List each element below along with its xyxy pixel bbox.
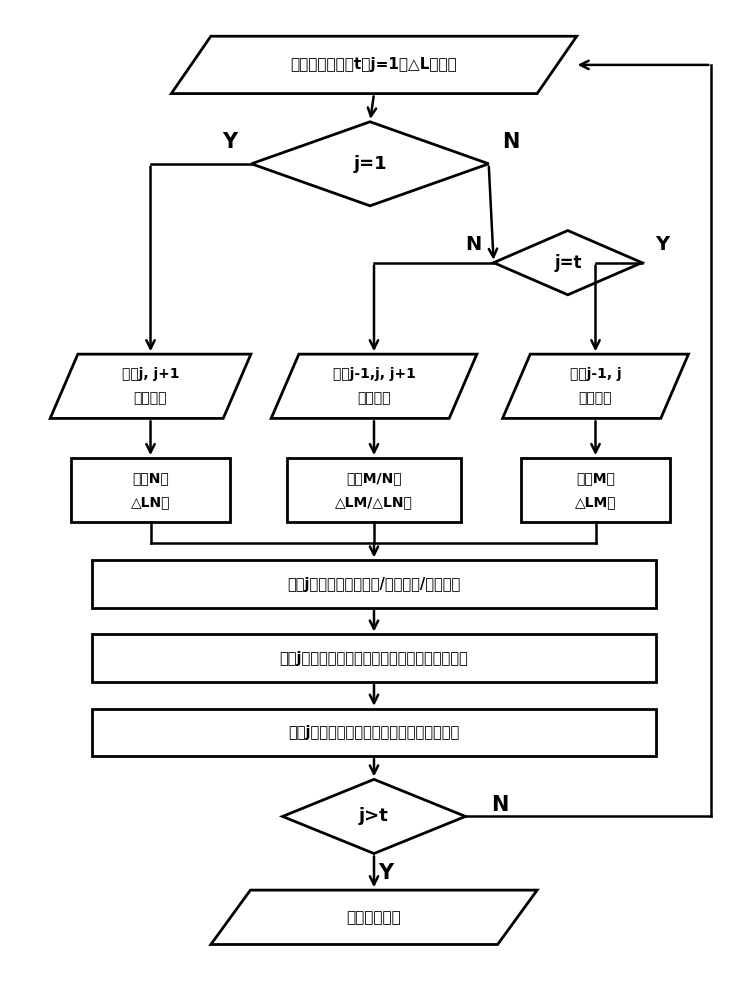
Bar (92, 634, 656, 682)
Text: 计算j基范围内各分段绕击跳闸率及总跳闸率: 计算j基范围内各分段绕击跳闸率及总跳闸率 (289, 725, 459, 740)
Text: N: N (466, 235, 482, 254)
Text: N: N (502, 132, 519, 152)
Polygon shape (171, 36, 577, 94)
Text: 计算j基塔范围内各点经/纬度及导/地线弧垂: 计算j基塔范围内各点经/纬度及导/地线弧垂 (287, 577, 461, 592)
Text: 输入j-1, j: 输入j-1, j (570, 367, 622, 381)
Bar (92, 709, 656, 756)
Polygon shape (283, 779, 465, 854)
Text: △LM值: △LM值 (574, 495, 616, 509)
Bar (287, 458, 461, 522)
Text: j>t: j>t (359, 807, 389, 825)
Text: 获取j基塔范围内各点海拔高度，计算其地面倾角: 获取j基塔范围内各点海拔高度，计算其地面倾角 (280, 651, 468, 666)
Text: 计算M及: 计算M及 (576, 471, 615, 485)
Polygon shape (50, 354, 251, 418)
Text: 输入j, j+1: 输入j, j+1 (122, 367, 180, 381)
Text: 基塔参数: 基塔参数 (579, 391, 613, 405)
Bar (521, 458, 669, 522)
Bar (71, 458, 230, 522)
Text: 输出计算结果: 输出计算结果 (346, 910, 402, 925)
Polygon shape (211, 890, 537, 944)
Text: j=t: j=t (554, 254, 581, 272)
Text: j=1: j=1 (353, 155, 387, 173)
Text: 计算M/N及: 计算M/N及 (346, 471, 402, 485)
Polygon shape (272, 354, 476, 418)
Text: 计算N及: 计算N及 (132, 471, 169, 485)
Text: 基塔参数: 基塔参数 (134, 391, 168, 405)
Text: Y: Y (222, 132, 237, 152)
Text: N: N (491, 795, 509, 815)
Bar (92, 560, 656, 608)
Text: Y: Y (378, 863, 393, 883)
Text: 输入线路杆塔数t，j=1及△L初始值: 输入线路杆塔数t，j=1及△L初始值 (291, 57, 457, 72)
Text: 输入j-1,j, j+1: 输入j-1,j, j+1 (333, 367, 415, 381)
Text: Y: Y (654, 235, 669, 254)
Text: △LM/△LN值: △LM/△LN值 (335, 495, 413, 509)
Polygon shape (503, 354, 688, 418)
Polygon shape (494, 231, 642, 295)
Text: △LN值: △LN值 (131, 495, 171, 509)
Polygon shape (251, 122, 488, 206)
Text: 基塔参数: 基塔参数 (358, 391, 390, 405)
